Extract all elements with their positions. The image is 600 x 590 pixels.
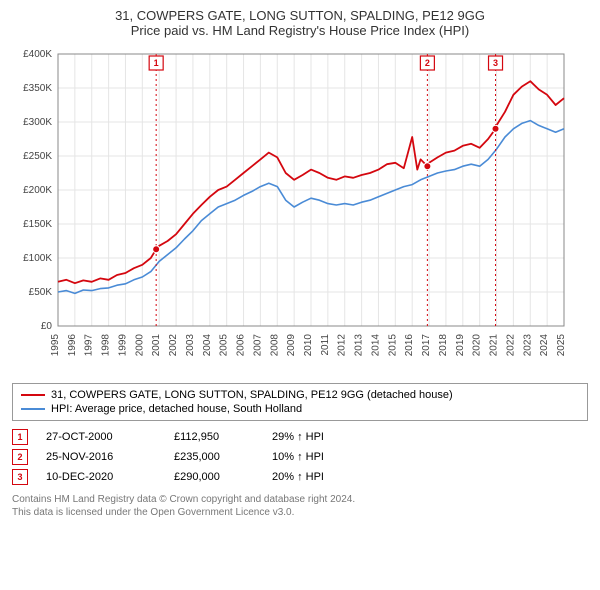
svg-text:2016: 2016 [404,334,415,357]
legend-swatch [21,408,45,410]
svg-text:2000: 2000 [134,334,145,357]
svg-text:£0: £0 [41,321,53,332]
svg-text:£250K: £250K [23,151,52,162]
svg-text:£150K: £150K [23,219,52,230]
page-subtitle: Price paid vs. HM Land Registry's House … [12,23,588,38]
legend-item: 31, COWPERS GATE, LONG SUTTON, SPALDING,… [21,388,579,402]
svg-text:£200K: £200K [23,185,52,196]
sales-table: 1 27-OCT-2000 £112,950 29% ↑ HPI 2 25-NOV-201… [12,427,588,487]
page-title: 31, COWPERS GATE, LONG SUTTON, SPALDING,… [12,8,588,23]
svg-text:2015: 2015 [387,334,398,357]
legend-box: 31, COWPERS GATE, LONG SUTTON, SPALDING,… [12,383,588,421]
sale-row: 1 27-OCT-2000 £112,950 29% ↑ HPI [12,427,588,447]
svg-text:2005: 2005 [219,334,230,357]
svg-text:£300K: £300K [23,117,52,128]
legend-label: HPI: Average price, detached house, Sout… [51,403,302,415]
sale-price: £235,000 [174,451,254,463]
sale-marker: 3 [12,469,28,485]
chart-svg: £0 £50K £100K £150K £200K £250K £300K £350K £400… [12,44,572,374]
svg-text:£400K: £400K [23,49,52,60]
svg-text:2019: 2019 [455,334,466,357]
legend-item: HPI: Average price, detached house, Sout… [21,402,579,416]
svg-text:2004: 2004 [202,334,213,357]
sale-pct: 10% ↑ HPI [272,451,372,463]
svg-text:2022: 2022 [505,334,516,357]
sale-date: 27-OCT-2000 [46,431,156,443]
svg-text:3: 3 [493,58,498,68]
svg-text:2023: 2023 [522,334,533,357]
legend-label: 31, COWPERS GATE, LONG SUTTON, SPALDING,… [51,389,453,401]
sale-row: 2 25-NOV-2016 £235,000 10% ↑ HPI [12,447,588,467]
svg-text:£50K: £50K [29,287,53,298]
svg-text:1995: 1995 [50,334,61,357]
svg-text:1996: 1996 [67,334,78,357]
sale-pct: 29% ↑ HPI [272,431,372,443]
svg-text:2001: 2001 [151,334,162,357]
svg-text:2010: 2010 [303,334,314,357]
svg-text:2018: 2018 [438,334,449,357]
svg-text:2014: 2014 [370,334,381,357]
svg-text:2025: 2025 [556,334,567,357]
sale-marker: 1 [12,429,28,445]
sale-row: 3 10-DEC-2020 £290,000 20% ↑ HPI [12,467,588,487]
svg-text:2008: 2008 [269,334,280,357]
sale-date: 10-DEC-2020 [46,471,156,483]
svg-text:£100K: £100K [23,253,52,264]
sale-date: 25-NOV-2016 [46,451,156,463]
svg-text:2024: 2024 [539,334,550,357]
footnote-line2: This data is licensed under the Open Gov… [12,506,588,519]
svg-text:£350K: £350K [23,83,52,94]
svg-text:2003: 2003 [185,334,196,357]
svg-text:2020: 2020 [472,334,483,357]
svg-text:1: 1 [154,58,159,68]
svg-text:2002: 2002 [168,334,179,357]
svg-text:2012: 2012 [337,334,348,357]
footnote-line1: Contains HM Land Registry data © Crown c… [12,493,588,506]
price-chart: £0 £50K £100K £150K £200K £250K £300K £350K £400… [12,44,588,377]
footnote: Contains HM Land Registry data © Crown c… [12,493,588,519]
svg-text:2021: 2021 [489,334,500,357]
sale-price: £290,000 [174,471,254,483]
svg-text:2011: 2011 [320,334,331,356]
svg-text:2007: 2007 [252,334,263,357]
svg-text:2013: 2013 [354,334,365,357]
svg-text:2006: 2006 [236,334,247,357]
svg-text:2009: 2009 [286,334,297,357]
svg-text:1997: 1997 [84,334,95,357]
svg-text:1998: 1998 [101,334,112,357]
legend-swatch [21,394,45,396]
sale-price: £112,950 [174,431,254,443]
sale-marker: 2 [12,449,28,465]
svg-text:1999: 1999 [117,334,128,357]
svg-text:2017: 2017 [421,334,432,357]
sale-pct: 20% ↑ HPI [272,471,372,483]
svg-text:2: 2 [425,58,430,68]
